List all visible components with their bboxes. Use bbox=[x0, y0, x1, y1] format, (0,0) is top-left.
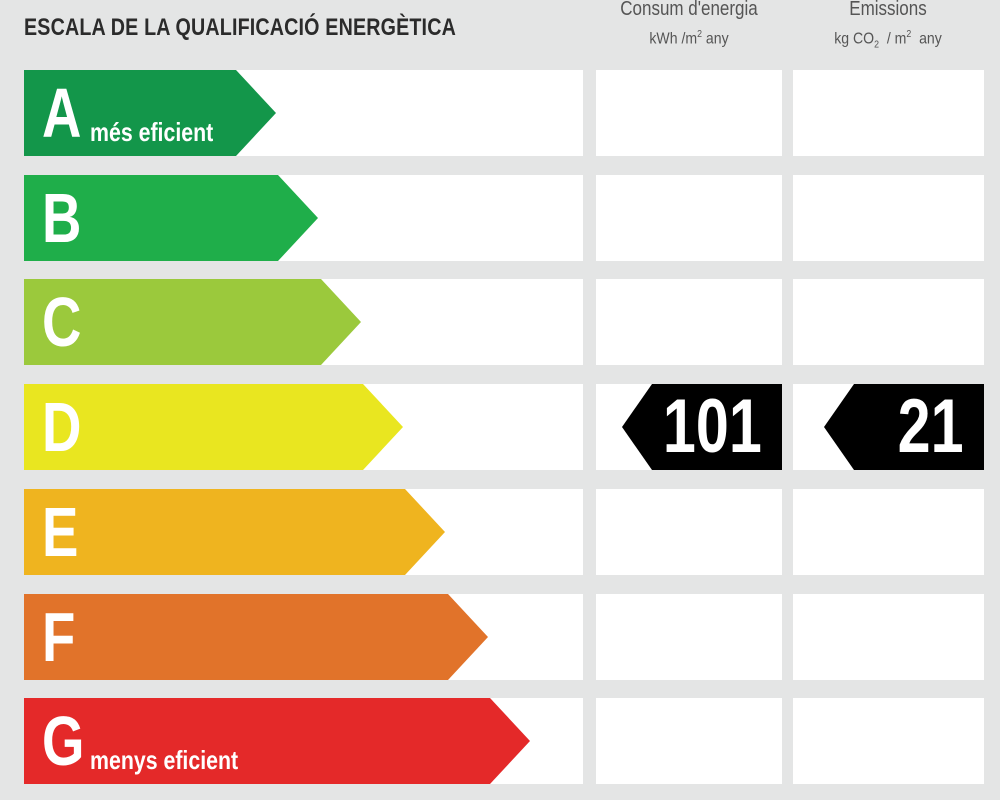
scale-row-c: C bbox=[24, 279, 583, 365]
emissions-unit-post: any bbox=[911, 30, 942, 48]
emissions-cell-b bbox=[793, 175, 984, 261]
scale-row-d: D bbox=[24, 384, 583, 470]
rating-sublabel: més eficient bbox=[90, 117, 214, 147]
emissions-unit-sup: 2 bbox=[906, 29, 912, 40]
emissions-cell-g bbox=[793, 698, 984, 784]
energy-cell-a bbox=[596, 70, 782, 156]
rating-arrow-d: D bbox=[24, 384, 403, 470]
emissions-unit-sub: 2 bbox=[874, 39, 879, 51]
emissions-cell-a bbox=[793, 70, 984, 156]
emissions-value-pointer: 21 bbox=[824, 384, 984, 470]
energy-cell-d: 101 bbox=[596, 384, 782, 470]
emissions-cell-e bbox=[793, 489, 984, 575]
energy-column-title: Consum d'energia bbox=[620, 0, 758, 20]
emissions-column-header: Emissions kg CO2 / m2 any bbox=[793, 0, 983, 56]
energy-cell-e bbox=[596, 489, 782, 575]
energy-cell-g bbox=[596, 698, 782, 784]
rating-letter: B bbox=[42, 179, 82, 257]
energy-value-pointer: 101 bbox=[622, 384, 782, 470]
rating-letter: F bbox=[42, 598, 76, 676]
energy-cell-c bbox=[596, 279, 782, 365]
rating-letter: C bbox=[42, 283, 82, 361]
energy-column-unit: kWh /m2 any bbox=[607, 25, 771, 49]
emissions-cell-f bbox=[793, 594, 984, 680]
emissions-cell-d: 21 bbox=[793, 384, 984, 470]
rating-sublabel: menys eficient bbox=[90, 745, 239, 775]
energy-unit-pre: kWh /m bbox=[649, 30, 698, 48]
rating-arrow-b: B bbox=[24, 175, 318, 261]
rating-letter: A bbox=[42, 74, 82, 152]
emissions-value: 21 bbox=[898, 384, 964, 469]
rating-arrow-c: C bbox=[24, 279, 361, 365]
rating-letter: G bbox=[42, 702, 85, 780]
rating-arrow-f: F bbox=[24, 594, 488, 680]
emissions-unit-mid: / m bbox=[878, 30, 907, 48]
emissions-cell-c bbox=[793, 279, 984, 365]
emissions-column-title: Emissions bbox=[849, 0, 927, 20]
energy-cell-b bbox=[596, 175, 782, 261]
energy-column-header: Consum d'energia kWh /m2 any bbox=[596, 0, 782, 49]
scale-row-f: F bbox=[24, 594, 583, 680]
rating-arrow-e: E bbox=[24, 489, 445, 575]
energy-unit-post: any bbox=[701, 30, 729, 48]
rating-letter: E bbox=[42, 493, 79, 571]
emissions-column-unit: kg CO2 / m2 any bbox=[804, 25, 971, 56]
energy-value: 101 bbox=[663, 384, 762, 469]
scale-row-b: B bbox=[24, 175, 583, 261]
energy-cell-f bbox=[596, 594, 782, 680]
emissions-unit-pre: kg CO bbox=[834, 30, 875, 48]
rating-letter: D bbox=[42, 388, 82, 466]
page-title: ESCALA DE LA QUALIFICACIÓ ENERGÈTICA bbox=[24, 14, 456, 41]
scale-row-e: E bbox=[24, 489, 583, 575]
energy-unit-sup: 2 bbox=[697, 29, 702, 40]
